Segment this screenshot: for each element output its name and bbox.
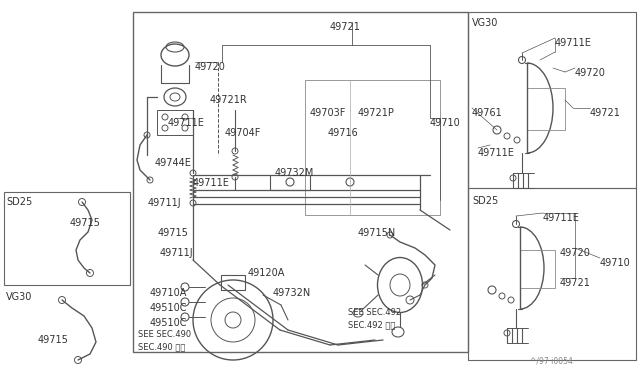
Bar [468,188,636,360]
Text: 49711E: 49711E [555,38,592,48]
Text: 49732N: 49732N [273,288,311,298]
Text: VG30: VG30 [472,18,499,28]
Bar [4,192,130,285]
Text: 49720: 49720 [195,62,226,72]
Text: SEE SEC.490: SEE SEC.490 [138,330,191,339]
Text: 49710: 49710 [430,118,461,128]
Bar [157,110,193,135]
Text: 49715: 49715 [38,335,69,345]
Text: 49721: 49721 [560,278,591,288]
Bar [221,275,245,290]
Text: 49721P: 49721P [358,108,395,118]
Text: 49704F: 49704F [225,128,261,138]
Text: 49761: 49761 [472,108,503,118]
Text: SD25: SD25 [6,197,32,207]
Bar [527,88,565,130]
Text: 49711E: 49711E [168,118,205,128]
Text: 49510C: 49510C [150,318,188,328]
Text: 49715N: 49715N [358,228,396,238]
Text: VG30: VG30 [6,292,33,302]
Text: 49732M: 49732M [275,168,314,178]
Text: 49715: 49715 [158,228,189,238]
Text: 49711E: 49711E [478,148,515,158]
Text: SEE SEC.492: SEE SEC.492 [348,308,401,317]
Text: 49510C: 49510C [150,303,188,313]
Text: 49710A: 49710A [150,288,188,298]
Text: 49716: 49716 [328,128,359,138]
Text: 49711E: 49711E [543,213,580,223]
Text: 49120A: 49120A [248,268,285,278]
Text: 49710: 49710 [600,258,631,268]
Bar [305,80,440,215]
Text: 49715: 49715 [70,218,101,228]
Bar [520,250,555,288]
Text: ^/97 i0054: ^/97 i0054 [530,357,573,366]
Text: 49744E: 49744E [155,158,192,168]
Text: 49721: 49721 [330,22,361,32]
Text: 49721R: 49721R [210,95,248,105]
Text: 49720: 49720 [560,248,591,258]
Text: 49703F: 49703F [310,108,346,118]
Text: 49720: 49720 [575,68,606,78]
Text: 49711J: 49711J [148,198,182,208]
Text: 49711E: 49711E [193,178,230,188]
Bar [133,12,468,352]
Text: 49721: 49721 [590,108,621,118]
Text: SEC.490 参照: SEC.490 参照 [138,342,186,351]
Text: SD25: SD25 [472,196,499,206]
Bar [468,12,636,188]
Text: 49711J: 49711J [160,248,194,258]
Text: SEC.492 参照: SEC.492 参照 [348,320,396,329]
